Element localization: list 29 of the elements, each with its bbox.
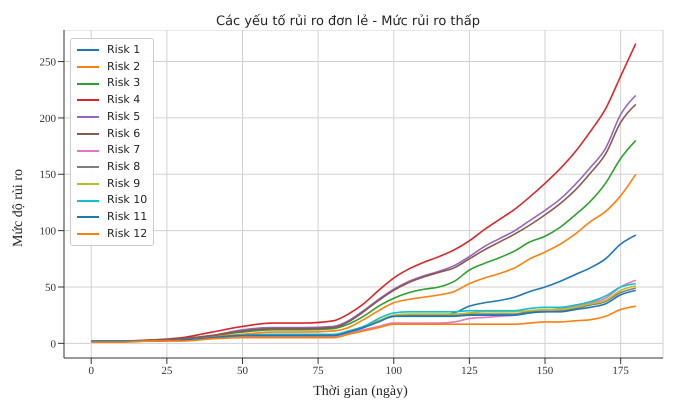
legend-label: Risk 12 (107, 226, 148, 242)
y-axis-title: Mức độ rủi ro (11, 169, 27, 247)
legend-label: Risk 5 (107, 108, 140, 125)
legend-label: Risk 8 (107, 158, 140, 175)
legend-label: Risk 1 (107, 42, 140, 58)
legend-label: Risk 4 (107, 92, 140, 108)
y-tick-label: 0 (50, 338, 56, 350)
y-tick-label: 50 (45, 282, 56, 294)
legend-label: Risk 7 (107, 142, 140, 158)
y-tick-label: 150 (40, 169, 56, 182)
x-tick-label: 50 (236, 364, 248, 377)
y-tick-label: 250 (40, 56, 56, 68)
legend-label: Risk 3 (107, 75, 140, 92)
x-tick-label: 75 (312, 364, 324, 377)
legend-label: Risk 11 (107, 209, 148, 226)
legend-label: Risk 9 (107, 176, 140, 192)
legend-label: Risk 2 (107, 58, 140, 75)
chart-title: Các yếu tố rủi ro đơn lẻ - Mức rủi ro thấp (215, 14, 481, 29)
x-tick-label: 100 (386, 364, 403, 377)
legend-label: Risk 6 (107, 126, 140, 142)
x-tick-label: 125 (461, 364, 478, 377)
x-tick-label: 150 (536, 364, 554, 377)
legend-label: Risk 10 (107, 192, 148, 208)
x-tick-label: 0 (88, 364, 94, 377)
y-tick-label: 100 (40, 226, 56, 238)
x-tick-label: 175 (612, 364, 630, 377)
x-tick-label: 25 (161, 364, 173, 377)
x-axis-title: Thời gian (ngày) (312, 384, 409, 400)
y-tick-label: 200 (40, 112, 56, 125)
